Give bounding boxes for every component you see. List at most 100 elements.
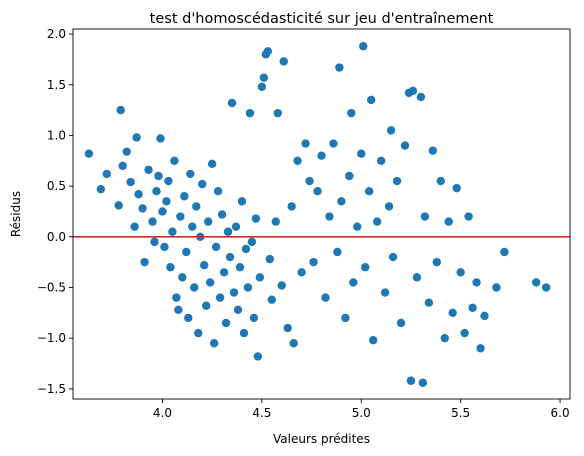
data-point [368,336,378,345]
data-point [265,254,275,264]
data-point [134,190,143,199]
data-point [170,156,179,165]
y-tick-label: 0.5 [47,179,66,193]
data-point [162,197,171,206]
data-point [337,197,346,206]
data-point [444,217,453,226]
data-points [84,42,551,387]
data-point [180,192,189,201]
plot-frame [72,28,571,400]
data-point [184,313,193,323]
data-point [396,318,406,328]
x-tick-label: 4.0 [153,406,172,420]
data-point [213,186,223,196]
data-point [251,214,261,223]
data-point [297,268,306,277]
data-point [245,108,255,118]
data-point [325,212,334,221]
data-point [436,176,445,186]
data-point [420,212,430,221]
data-point [279,57,288,66]
data-point [333,247,342,257]
data-point [144,165,153,175]
data-point [432,257,441,267]
data-point [293,156,302,165]
data-point [166,263,175,272]
data-point [176,212,185,221]
data-point [116,105,125,115]
data-point [309,257,318,267]
data-point [225,252,235,262]
y-tick-label: −1.5 [37,382,66,396]
data-point [428,146,438,155]
data-point [247,237,257,247]
x-axis-ticks: 4.0 4.5 5.0 5.5 6.0 [153,399,570,420]
data-point [203,217,213,226]
data-point [194,328,203,338]
data-point [188,222,197,231]
data-point [341,313,350,323]
data-point [156,134,165,143]
data-point [345,171,354,181]
data-point [271,217,280,226]
data-point [301,139,310,148]
data-point [283,323,292,333]
data-point [235,263,245,272]
data-point [532,278,541,287]
data-point [221,318,231,328]
data-point [84,149,94,158]
data-point [335,63,344,72]
data-point [140,257,149,267]
data-point [198,179,207,189]
x-tick-label: 5.5 [451,406,470,420]
data-point [148,217,157,226]
data-point [365,186,374,196]
data-point [192,202,201,211]
data-point [380,288,390,297]
data-point [150,237,159,247]
data-point [152,186,161,196]
data-point [132,133,141,142]
data-point [126,177,135,187]
data-point [138,204,147,213]
data-point [160,242,169,252]
data-point [259,73,269,82]
data-point [209,339,219,348]
data-point [277,281,286,290]
data-point [448,308,457,318]
data-point [205,278,215,287]
x-tick-label: 5.0 [352,406,371,420]
data-point [367,95,376,105]
data-point [182,247,191,257]
data-point [223,227,233,236]
data-point [178,273,187,282]
data-point [114,201,123,210]
data-point [305,176,314,186]
data-point [472,278,481,287]
y-axis-label: Résidus [9,191,23,237]
data-point [154,171,163,181]
data-point [408,86,418,96]
data-point [164,176,173,186]
data-point [237,197,247,206]
data-point [349,278,358,287]
data-point [217,210,227,219]
data-point [200,260,209,270]
data-point [257,82,267,91]
data-point [347,108,356,118]
y-tick-label: 0.0 [47,230,66,244]
data-point [480,311,489,321]
data-point [416,92,426,102]
data-point [287,202,296,211]
data-point [440,333,449,343]
data-point [406,376,416,385]
data-point [400,141,410,150]
y-axis-ticks: −1.5 −1.0 −0.5 0.0 0.5 1.0 1.5 2.0 [37,27,73,396]
data-point [229,288,239,297]
y-tick-label: −0.5 [37,280,66,294]
y-tick-label: 1.5 [47,78,66,92]
data-point [263,47,273,56]
data-point [321,293,330,302]
y-tick-label: 2.0 [47,27,66,41]
data-point [211,242,221,252]
